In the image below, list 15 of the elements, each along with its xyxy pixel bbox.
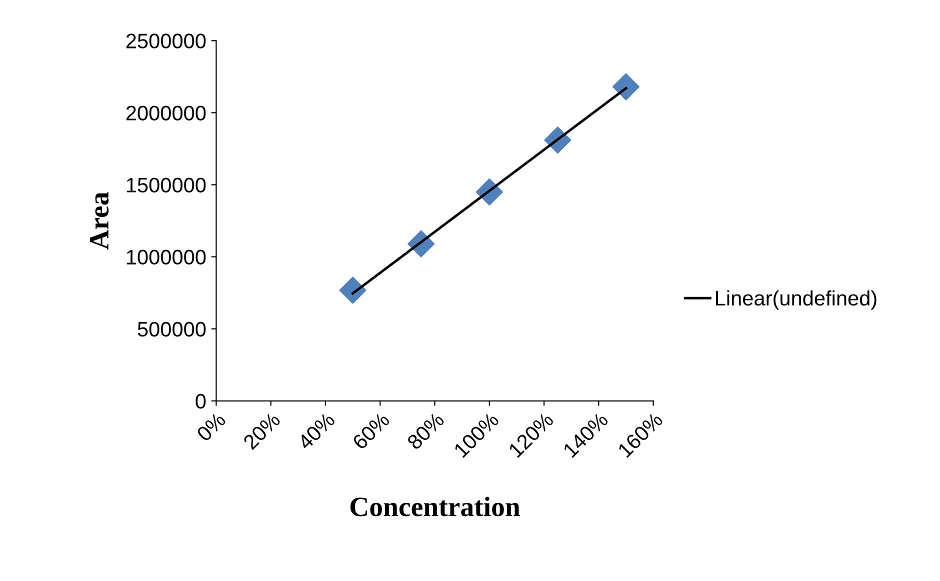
- y-tick-label: 2000000: [126, 106, 206, 120]
- y-tick-label: 1500000: [126, 178, 206, 193]
- y-tick-label: 500000: [138, 322, 206, 337]
- point: [339, 276, 366, 304]
- y-axis-title: Area: [90, 192, 109, 250]
- y-tick-label: 0: [196, 394, 206, 409]
- y-tick-label: 2500000: [126, 34, 206, 48]
- x-tick-label: 60%: [352, 412, 390, 450]
- legend-label: Linear(undefined): [716, 290, 876, 310]
- y-tick-label: 1000000: [126, 250, 206, 265]
- point: [612, 73, 640, 100]
- x-tick-label: 0%: [196, 412, 226, 442]
- x-axis-title: Concentration: [350, 496, 520, 516]
- x-tick-label: 40%: [296, 412, 336, 451]
- x-tick-label: 80%: [406, 412, 446, 450]
